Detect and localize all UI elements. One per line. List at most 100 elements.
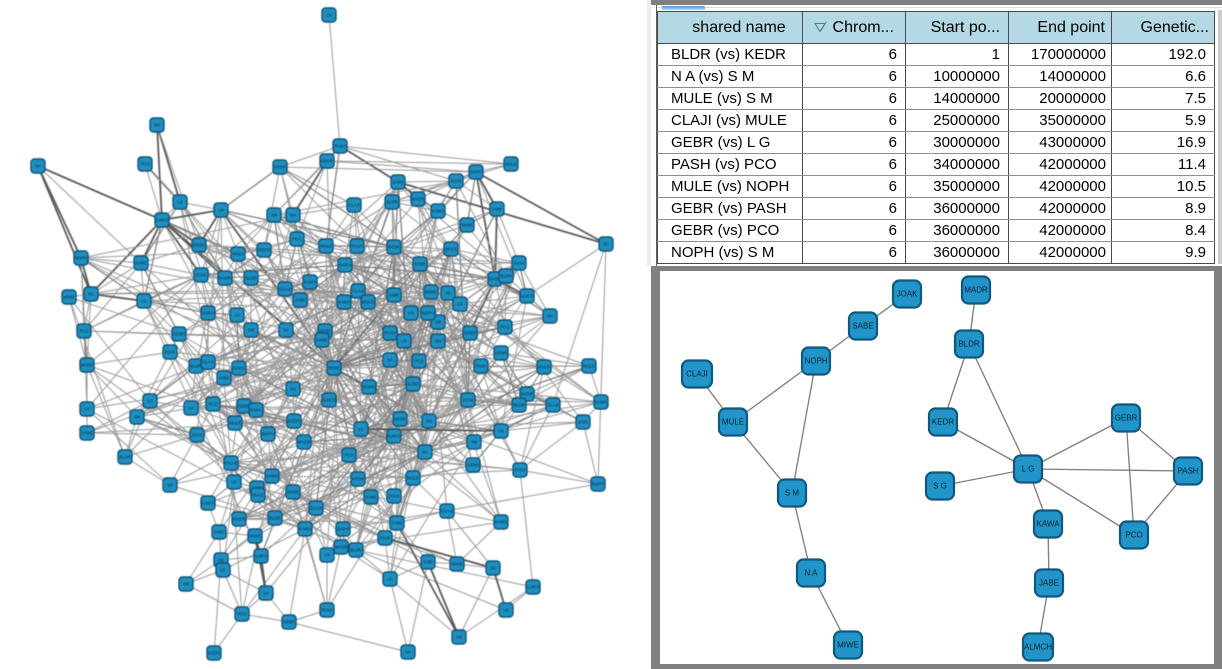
svg-text:SABE: SABE	[407, 382, 418, 387]
svg-text:NA: NA	[547, 314, 553, 319]
svg-text:LN: LN	[401, 339, 406, 344]
svg-text:CLAJI: CLAJI	[352, 289, 363, 294]
svg-text:JOAK: JOAK	[165, 350, 176, 355]
svg-text:SG: SG	[426, 419, 432, 424]
svg-text:JABE: JABE	[389, 293, 400, 298]
svg-text:PCO: PCO	[414, 359, 424, 364]
svg-text:N A: N A	[805, 569, 819, 578]
svg-text:BLDR: BLDR	[119, 455, 130, 460]
svg-text:GEBR: GEBR	[283, 620, 295, 625]
svg-text:SABE: SABE	[135, 261, 146, 266]
svg-text:NA: NA	[422, 450, 428, 455]
svg-text:LN: LN	[324, 553, 329, 558]
svg-text:GEBR: GEBR	[464, 331, 476, 336]
svg-text:GEBR: GEBR	[495, 351, 507, 356]
svg-text:PASH: PASH	[1177, 467, 1198, 476]
svg-text:PASH: PASH	[232, 252, 243, 257]
svg-text:MIWE: MIWE	[63, 295, 75, 300]
svg-text:CLAJI: CLAJI	[348, 203, 359, 208]
svg-text:MULE: MULE	[252, 493, 264, 498]
svg-text:JABE: JABE	[295, 298, 306, 303]
svg-text:SABE: SABE	[81, 431, 92, 436]
svg-text:SG: SG	[218, 558, 224, 563]
svg-text:CLAJI: CLAJI	[225, 461, 236, 466]
svg-text:MULE: MULE	[505, 162, 517, 167]
svg-text:ALMCH: ALMCH	[526, 585, 541, 590]
svg-text:JABE: JABE	[578, 420, 589, 425]
svg-text:ALMCH: ALMCH	[201, 501, 216, 506]
svg-text:MIWE: MIWE	[287, 490, 299, 495]
svg-text:LN: LN	[408, 311, 413, 316]
svg-text:GEBR: GEBR	[467, 463, 479, 468]
svg-text:KEDR: KEDR	[208, 651, 220, 656]
svg-text:MIWE: MIWE	[461, 223, 473, 228]
svg-text:CLAJI: CLAJI	[202, 360, 213, 365]
svg-text:KAWA: KAWA	[1037, 520, 1061, 529]
svg-text:ALMCH: ALMCH	[322, 398, 337, 403]
svg-text:NOPH: NOPH	[804, 357, 827, 366]
svg-text:SM: SM	[435, 320, 442, 325]
svg-text:MULE: MULE	[722, 418, 744, 427]
svg-text:KEDR: KEDR	[319, 329, 331, 334]
svg-text:SG: SG	[88, 292, 94, 297]
svg-text:SM: SM	[154, 123, 161, 128]
svg-text:KEDR: KEDR	[538, 365, 550, 370]
svg-text:NA: NA	[263, 591, 269, 596]
svg-text:NOPH: NOPH	[75, 256, 87, 261]
svg-text:GEBR: GEBR	[193, 243, 205, 248]
svg-text:KEDR: KEDR	[352, 477, 364, 482]
svg-text:SABE: SABE	[391, 521, 402, 526]
svg-text:NOPH: NOPH	[262, 432, 274, 437]
svg-text:PCO: PCO	[208, 402, 218, 407]
svg-text:LG: LG	[141, 299, 147, 304]
svg-text:PCO: PCO	[292, 237, 302, 242]
svg-text:MULE: MULE	[362, 300, 374, 305]
svg-text:MIWE: MIWE	[425, 290, 437, 295]
svg-text:JABE: JABE	[1039, 579, 1059, 588]
svg-text:MULE: MULE	[320, 244, 332, 249]
svg-text:LG: LG	[231, 480, 237, 485]
svg-text:KAWA: KAWA	[338, 300, 350, 305]
svg-text:NOPH: NOPH	[470, 170, 482, 175]
svg-text:SM: SM	[134, 415, 141, 420]
svg-text:BLDR: BLDR	[190, 364, 201, 369]
svg-text:CLAJI: CLAJI	[279, 287, 290, 292]
svg-text:BLDR: BLDR	[513, 403, 524, 408]
svg-text:MADR: MADR	[298, 440, 310, 445]
svg-text:MADR: MADR	[521, 392, 533, 397]
svg-text:CLAJI: CLAJI	[310, 506, 321, 511]
svg-text:BLDR: BLDR	[269, 516, 280, 521]
svg-text:JABE: JABE	[423, 560, 434, 565]
svg-text:ALMCH: ALMCH	[1024, 643, 1052, 652]
svg-text:JOAK: JOAK	[196, 273, 207, 278]
svg-text:KEDR: KEDR	[388, 245, 400, 250]
svg-text:MADR: MADR	[489, 277, 501, 282]
svg-text:MADR: MADR	[81, 363, 93, 368]
svg-text:MADR: MADR	[233, 517, 245, 522]
svg-text:CLAJI: CLAJI	[686, 370, 708, 379]
svg-text:LN: LN	[218, 208, 223, 213]
svg-text:ALMCH: ALMCH	[387, 434, 402, 439]
svg-text:LN: LN	[503, 608, 508, 613]
svg-text:JOAK: JOAK	[389, 494, 400, 499]
svg-text:SG: SG	[490, 566, 496, 571]
svg-text:PASH: PASH	[384, 331, 395, 336]
svg-text:ALMCH: ALMCH	[254, 554, 269, 559]
svg-text:KAWA: KAWA	[233, 366, 245, 371]
svg-text:LG: LG	[147, 399, 153, 404]
svg-text:NA: NA	[290, 213, 296, 218]
svg-text:NA: NA	[405, 650, 411, 655]
svg-text:LG: LG	[457, 302, 463, 307]
svg-text:KAWA: KAWA	[304, 280, 316, 285]
svg-text:NOPH: NOPH	[337, 527, 349, 532]
svg-text:PCO: PCO	[237, 612, 247, 617]
svg-text:SM: SM	[271, 213, 278, 218]
svg-text:ALMCH: ALMCH	[155, 218, 170, 223]
svg-text:NOPH: NOPH	[363, 385, 375, 390]
svg-text:BLDR: BLDR	[500, 274, 511, 279]
svg-text:PCO: PCO	[140, 162, 150, 167]
svg-text:PASH: PASH	[475, 364, 486, 369]
svg-text:JABE: JABE	[492, 207, 503, 212]
svg-text:MADR: MADR	[219, 276, 231, 281]
svg-text:GEBR: GEBR	[238, 404, 250, 409]
